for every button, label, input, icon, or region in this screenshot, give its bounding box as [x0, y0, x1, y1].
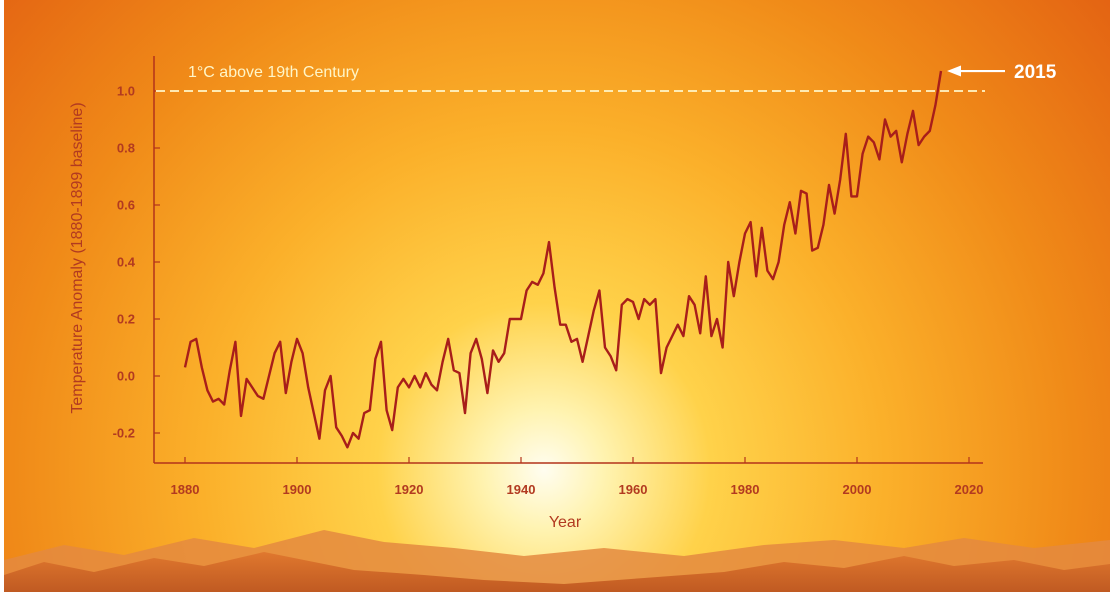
reference-line-label: 1°C above 19th Century [188, 64, 359, 81]
y-tick-label: 0.6 [117, 198, 135, 213]
x-tick-label: 1880 [171, 482, 200, 497]
annotation-2015: 2015 [947, 62, 1057, 83]
chart-figure: -0.2 0.0 0.2 0.4 0.6 0.8 1.0 1880 1900 1920 1940 1… [4, 0, 1110, 592]
x-tick-label: 2000 [843, 482, 872, 497]
annotation-arrow-head [947, 65, 961, 77]
x-tick-label: 1960 [619, 482, 648, 497]
y-axis-title: Temperature Anomaly (1880-1899 baseline) [69, 102, 86, 413]
line-chart: -0.20.00.20.40.60.81.0 1880 1900 1920 1940 1… [69, 56, 1057, 531]
x-tick-label: 1920 [395, 482, 424, 497]
y-tick-label: 0.2 [117, 312, 135, 327]
sunset-background [4, 0, 1110, 592]
y-tick-label: 0.4 [117, 255, 136, 270]
series-line-0 [183, 70, 943, 449]
y-tick-label: 1.0 [117, 84, 135, 99]
series-group [183, 70, 943, 449]
y-axis-ticks: -0.2 0.0 0.2 0.4 0.6 0.8 1.0 [113, 84, 160, 441]
y-tick-label: -0.2 [113, 426, 135, 441]
mountains-front [4, 552, 1110, 592]
x-axis-title: Year [549, 514, 582, 531]
x-axis-ticks: 1880 1900 1920 1940 1960 1980 2000 2020 [171, 457, 984, 497]
x-tick-label: 1940 [507, 482, 536, 497]
y-tick-label: 0.0 [117, 369, 135, 384]
x-tick-label: 1980 [731, 482, 760, 497]
annotation-label: 2015 [1014, 62, 1057, 83]
y-tick-label: 0.8 [117, 141, 135, 156]
x-tick-label: 1900 [283, 482, 312, 497]
x-tick-label: 2020 [955, 482, 984, 497]
